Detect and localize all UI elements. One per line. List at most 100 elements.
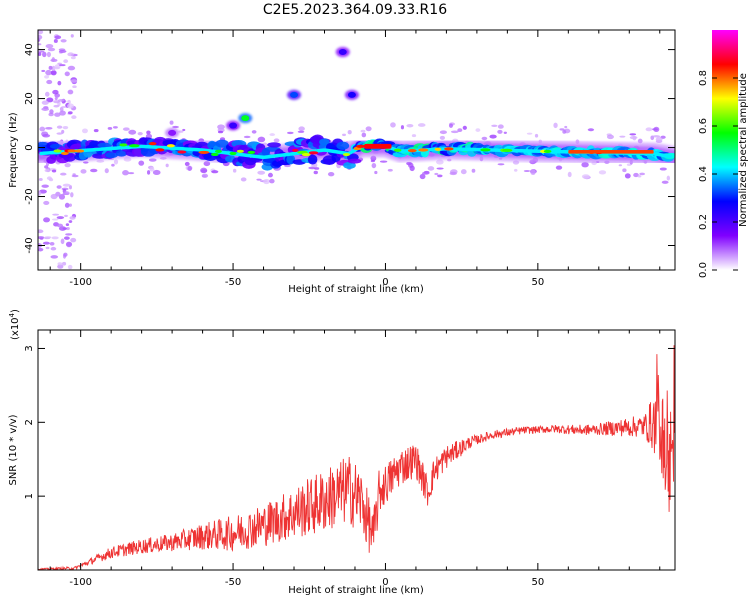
heat-hotspot — [210, 152, 219, 157]
heat-speck — [67, 89, 74, 95]
heat-speck — [38, 52, 42, 56]
heat-speck — [450, 130, 459, 134]
heat-speck — [619, 135, 626, 138]
heat-hotspot — [301, 152, 311, 157]
heat-speck — [67, 264, 73, 270]
heat-hotspot — [502, 148, 513, 153]
heat-speck — [63, 252, 68, 257]
x-tick-label: 50 — [531, 277, 544, 288]
heat-speck — [53, 104, 60, 108]
heat-hotspot — [177, 150, 187, 154]
heat-speck — [46, 79, 53, 85]
heat-speck — [65, 223, 70, 227]
spectrogram-xlabel: Height of straight line (km) — [288, 284, 424, 295]
heat-speck — [63, 59, 69, 63]
x-tick-label: 0 — [382, 577, 388, 588]
spectrogram-panel: -100 -50 0 50 -40 -20 0 20 40 Height of straight… — [8, 29, 676, 295]
heat-speck — [659, 167, 667, 171]
heat-speck — [201, 173, 209, 178]
heat-speck — [187, 165, 193, 171]
heat-speck — [298, 126, 305, 132]
heat-speck — [661, 180, 669, 184]
heat-feature — [290, 91, 299, 98]
heat-speck — [360, 129, 366, 133]
heat-speck — [503, 131, 507, 135]
colorbar-tick-label: 0.2 — [698, 214, 709, 230]
heat-hotspot — [407, 149, 417, 153]
heat-speck — [72, 85, 77, 89]
heat-speck — [460, 169, 467, 175]
heat-speck — [666, 175, 671, 181]
heat-speck — [297, 130, 305, 133]
heat-speck — [83, 161, 89, 164]
snr-multiplier-exponent: 4 — [8, 312, 16, 317]
heat-hotspot — [67, 149, 77, 153]
heat-speck — [67, 111, 73, 115]
heat-speck — [56, 223, 64, 228]
heat-speck — [379, 160, 388, 163]
heat-speck — [107, 126, 113, 130]
heat-hotspot — [60, 151, 69, 156]
heat-speck — [232, 168, 237, 173]
heat-speck — [427, 166, 435, 171]
heat-speck — [534, 133, 539, 138]
heat-speck — [57, 262, 63, 266]
heat-speck — [365, 126, 372, 132]
heat-speck — [67, 103, 74, 109]
x-tick-label: -50 — [225, 577, 241, 588]
heat-speck — [67, 52, 75, 57]
heat-feature — [347, 91, 356, 98]
heat-speck — [38, 190, 42, 196]
spectrogram-axes: -100 -50 0 50 -40 -20 0 20 40 — [24, 30, 675, 288]
x-tick-label: -50 — [225, 277, 241, 288]
heat-speck — [82, 128, 88, 134]
heat-speck — [112, 126, 118, 129]
heat-speck — [581, 162, 589, 168]
heat-blob — [343, 161, 356, 169]
snr-frame — [37, 329, 676, 571]
heat-speck — [64, 162, 71, 168]
heat-speck — [65, 233, 73, 236]
heat-speck — [178, 130, 184, 133]
heat-speck — [56, 132, 63, 135]
svg-text:(x104): (x104) — [8, 309, 21, 340]
y-tick-label: -20 — [24, 188, 35, 204]
heat-speck — [50, 246, 57, 251]
heat-speck — [47, 47, 56, 52]
heat-blob — [347, 158, 362, 164]
heat-speck — [411, 134, 417, 138]
heat-speck — [60, 238, 65, 245]
heat-speck — [44, 168, 50, 173]
colorbar-tick-label: 0.6 — [698, 118, 709, 134]
heat-speck — [68, 220, 73, 223]
heat-speck — [406, 123, 414, 128]
heat-speck — [58, 49, 67, 53]
heat-speck — [38, 43, 42, 46]
heat-speck — [51, 218, 59, 221]
heat-speck — [45, 246, 50, 250]
heat-speck — [64, 214, 68, 218]
heat-speck — [347, 130, 352, 135]
heat-speck — [421, 171, 430, 175]
heat-speck — [104, 168, 109, 174]
heat-hotspot — [198, 150, 210, 155]
heat-speck — [581, 174, 590, 179]
heat-blob — [115, 149, 128, 157]
heat-speck — [46, 97, 54, 103]
heat-speck — [137, 131, 143, 136]
heat-blob — [89, 140, 101, 148]
snr-panel: -100 -50 0 50 1 2 3 Height of straight line (k… — [8, 309, 676, 596]
heat-speck — [390, 122, 396, 128]
heat-speck — [43, 217, 51, 223]
heat-blob — [307, 154, 318, 165]
heat-speck — [169, 120, 174, 125]
colorbar-tick-label: 0.0 — [698, 262, 709, 278]
heat-speck — [257, 170, 266, 175]
heat-speck — [633, 172, 639, 178]
heat-speck — [523, 169, 531, 173]
heat-speck — [111, 163, 115, 167]
heat-speck — [113, 159, 119, 165]
colorbar: 0.0 0.2 0.4 0.6 0.8 Normalized spectral ampl… — [698, 30, 749, 278]
heat-speck — [491, 124, 498, 128]
